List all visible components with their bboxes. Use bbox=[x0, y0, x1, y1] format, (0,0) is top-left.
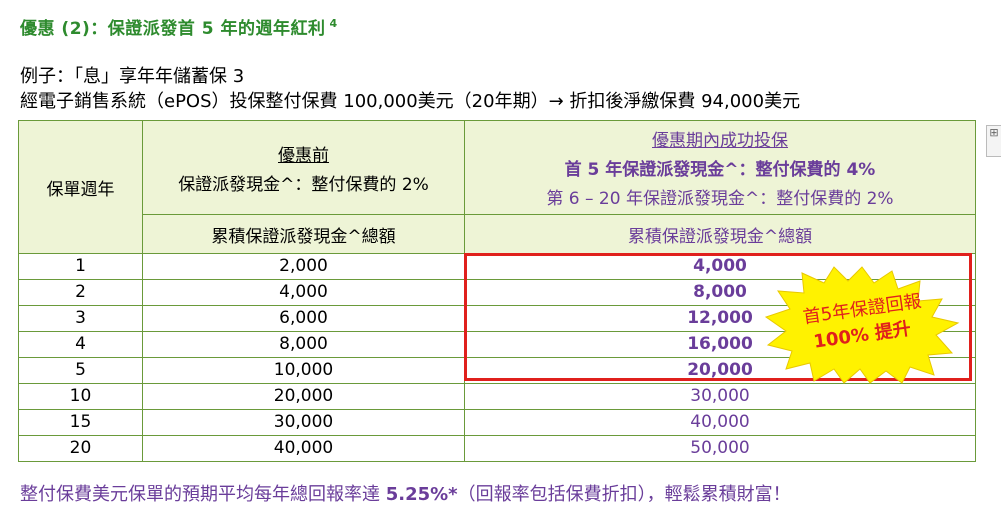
page-title: 優惠 (2)：保證派發首 5 年的週年紅利 4 bbox=[20, 14, 338, 39]
footer-note: 整付保費美元保單的預期平均每年總回報率達 5.25%*（回報率包括保費折扣），輕… bbox=[20, 480, 791, 506]
during-line2: 第 6 – 20 年保證派發現金^：整付保費的 2% bbox=[546, 189, 894, 209]
title-text: 優惠 (2)：保證派發首 5 年的週年紅利 bbox=[20, 19, 326, 39]
year-cell: 2 bbox=[18, 279, 143, 306]
year-cell: 15 bbox=[18, 409, 143, 436]
before-cell: 40,000 bbox=[142, 435, 465, 462]
table-row: 15 30,000 40,000 bbox=[18, 409, 976, 436]
year-cell: 4 bbox=[18, 331, 143, 358]
table-row: 1 2,000 4,000 bbox=[18, 253, 976, 280]
table-row: 10 20,000 30,000 bbox=[18, 383, 976, 410]
year-cell: 1 bbox=[18, 253, 143, 280]
burst-shape bbox=[764, 266, 960, 384]
before-cell: 6,000 bbox=[142, 305, 465, 332]
title-footnote: 4 bbox=[329, 17, 338, 31]
after-cell: 50,000 bbox=[464, 435, 976, 462]
after-cell: 40,000 bbox=[464, 409, 976, 436]
promo-burst: 首5年保證回報 100% 提升 bbox=[762, 265, 962, 385]
highlight-box bbox=[464, 253, 972, 381]
before-desc: 保證派發現金^：整付保費的 2% bbox=[178, 174, 429, 195]
before-heading: 優惠前 bbox=[278, 145, 329, 166]
before-cell: 20,000 bbox=[142, 383, 465, 410]
example-line-2: 經電子銷售系統（ePOS）投保整付保費 100,000美元（20年期）→ 折扣後… bbox=[20, 91, 801, 112]
year-cell: 5 bbox=[18, 357, 143, 384]
year-cell: 10 bbox=[18, 383, 143, 410]
footer-post: （回報率包括保費折扣），輕鬆累積財富！ bbox=[457, 484, 791, 505]
before-cell: 8,000 bbox=[142, 331, 465, 358]
benefit-table: 保單週年 優惠前 保證派發現金^：整付保費的 2% 優惠期內成功投保 首 5 年… bbox=[18, 120, 976, 462]
before-subheader: 累積保證派發現金^總額 bbox=[142, 214, 465, 254]
during-subheader: 累積保證派發現金^總額 bbox=[464, 214, 976, 254]
table-row: 4 8,000 16,000 bbox=[18, 331, 976, 358]
footer-rate: 5.25%* bbox=[385, 484, 458, 505]
before-cell: 2,000 bbox=[142, 253, 465, 280]
during-heading: 優惠期內成功投保 bbox=[652, 131, 788, 151]
before-cell: 10,000 bbox=[142, 357, 465, 384]
table-row: 20 40,000 50,000 bbox=[18, 435, 976, 462]
col-header-during: 優惠期內成功投保 首 5 年保證派發現金^：整付保費的 4% 第 6 – 20 … bbox=[464, 120, 976, 215]
col-header-policy-year: 保單週年 bbox=[18, 120, 143, 254]
side-tool-icon[interactable]: ⊞ bbox=[986, 125, 1001, 157]
during-line1: 首 5 年保證派發現金^：整付保費的 4% bbox=[564, 160, 876, 180]
footer-pre: 整付保費美元保單的預期平均每年總回報率達 bbox=[20, 484, 386, 505]
year-cell: 3 bbox=[18, 305, 143, 332]
year-cell: 20 bbox=[18, 435, 143, 462]
col-header-before: 優惠前 保證派發現金^：整付保費的 2% bbox=[142, 120, 465, 215]
after-cell: 30,000 bbox=[464, 383, 976, 410]
example-line-1: 例子：「息」享年年儲蓄保 3 bbox=[20, 66, 245, 87]
before-cell: 4,000 bbox=[142, 279, 465, 306]
before-cell: 30,000 bbox=[142, 409, 465, 436]
